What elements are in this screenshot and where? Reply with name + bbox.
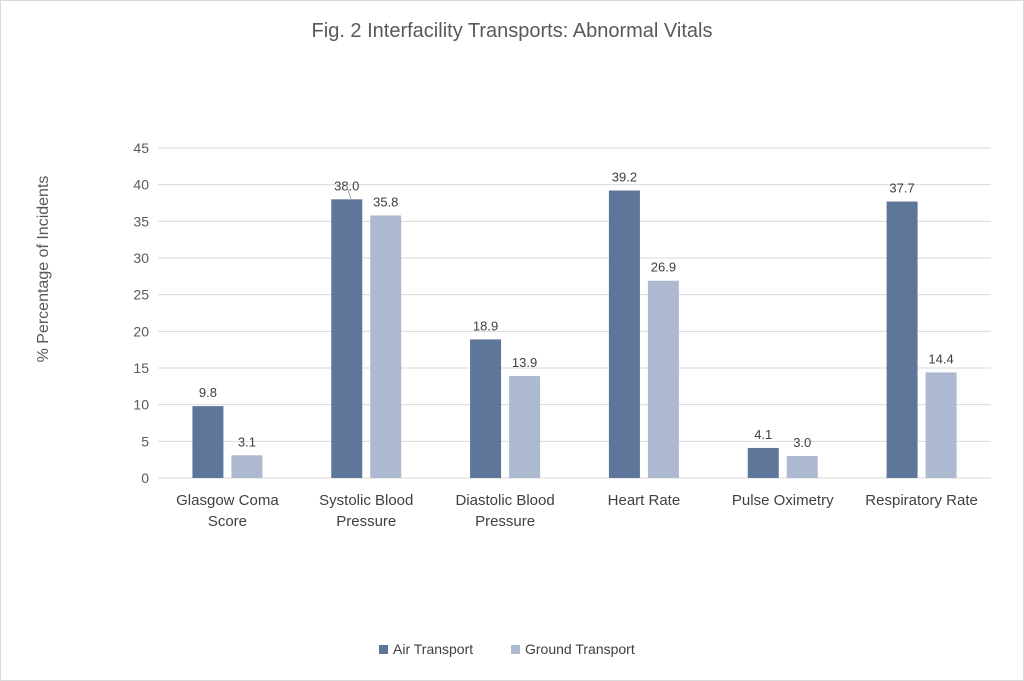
y-tick-label: 5	[141, 433, 149, 449]
y-tick-label: 25	[133, 287, 149, 303]
y-tick-label: 10	[133, 397, 149, 413]
bar	[747, 447, 779, 478]
y-tick-label: 0	[141, 470, 149, 486]
bar	[509, 376, 541, 478]
legend-swatch	[379, 645, 388, 654]
x-tick-label: Pressure	[336, 513, 396, 530]
legend-swatch	[511, 645, 520, 654]
data-label: 3.1	[238, 434, 256, 449]
gridlines	[158, 147, 991, 479]
bar	[231, 455, 263, 478]
data-label: 14.4	[928, 351, 953, 366]
legend-label: Air Transport	[393, 641, 473, 657]
x-tick-label: Glasgow Coma	[176, 492, 279, 509]
y-tick-label: 20	[133, 323, 149, 339]
y-tick-label: 30	[133, 250, 149, 266]
bar	[647, 280, 679, 478]
data-label: 37.7	[889, 181, 914, 196]
chart-title: Fig. 2 Interfacility Transports: Abnorma…	[312, 20, 713, 42]
legend: Air Transport Ground Transport	[379, 641, 635, 657]
y-axis-title: % Percentage of Incidents	[35, 176, 52, 363]
data-label: 4.1	[754, 427, 772, 442]
x-tick-label: Respiratory Rate	[865, 492, 978, 509]
bar	[470, 339, 502, 478]
bars	[192, 190, 957, 479]
bar	[786, 456, 818, 478]
x-tick-label: Pressure	[475, 513, 535, 530]
y-axis-ticks: 0 5 10 15 20 25 30 35 40 45	[133, 140, 149, 486]
bar	[608, 190, 640, 479]
bar	[192, 406, 224, 478]
y-tick-label: 15	[133, 360, 149, 376]
data-label: 3.0	[793, 435, 811, 450]
bar	[331, 199, 363, 479]
data-label: 26.9	[651, 260, 676, 275]
bar	[886, 201, 918, 479]
x-tick-label: Systolic Blood	[319, 492, 413, 509]
legend-label: Ground Transport	[525, 641, 635, 657]
x-tick-label: Score	[208, 513, 247, 530]
bar	[925, 372, 957, 478]
data-label: 35.8	[373, 194, 398, 209]
x-tick-label: Pulse Oximetry	[732, 492, 834, 509]
y-tick-label: 40	[133, 177, 149, 193]
data-label: 18.9	[473, 318, 498, 333]
data-labels: 9.83.138.035.818.913.939.226.94.13.037.7…	[199, 170, 954, 450]
data-label-leader	[345, 183, 352, 200]
y-tick-label: 35	[133, 213, 149, 229]
data-label: 13.9	[512, 355, 537, 370]
x-tick-label: Heart Rate	[608, 492, 681, 509]
x-axis-labels: Glasgow Coma Score Systolic Blood Pressure D…	[176, 492, 978, 530]
data-label: 39.2	[612, 170, 637, 185]
bar	[370, 215, 402, 478]
y-tick-label: 45	[133, 140, 149, 156]
x-tick-label: Diastolic Blood	[455, 492, 554, 509]
data-label: 9.8	[199, 385, 217, 400]
